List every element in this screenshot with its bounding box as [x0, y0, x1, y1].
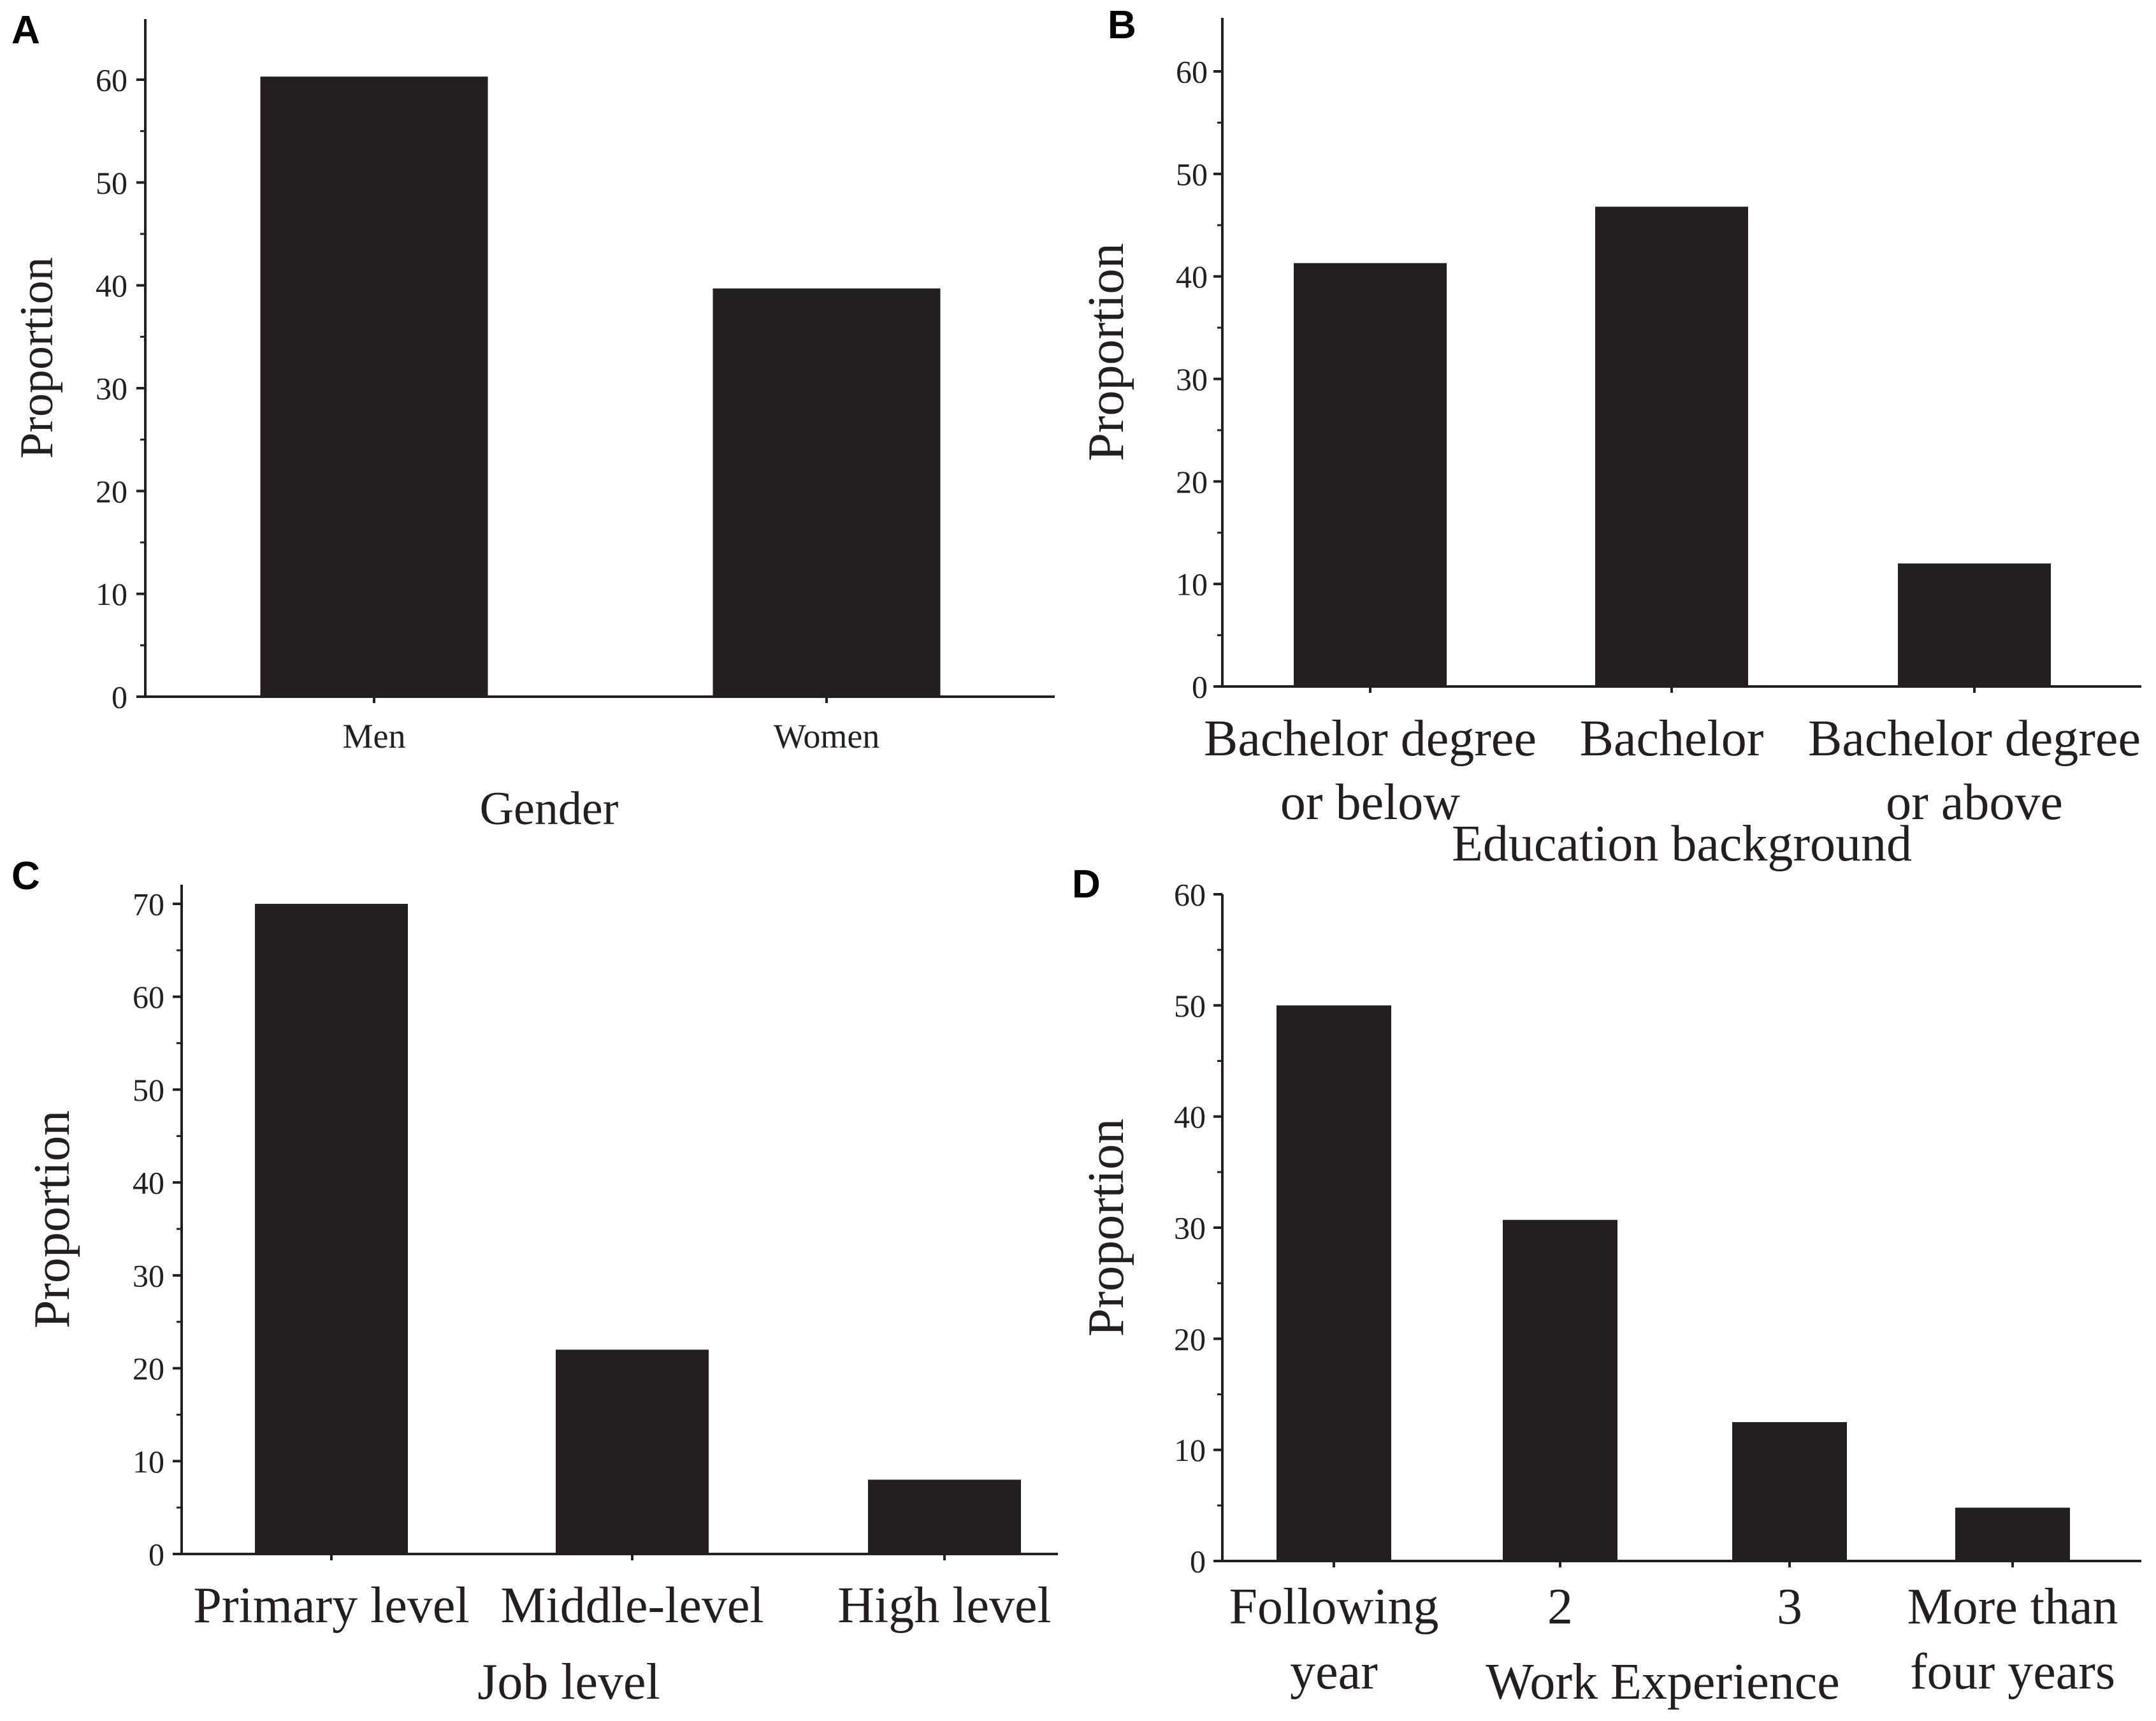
y-tick-label: 30 — [1176, 361, 1208, 397]
x-tick-label-line: More than — [1907, 1579, 2118, 1635]
x-tick-label: More than four years — [1907, 1579, 2118, 1700]
y-tick-label: 10 — [1176, 567, 1208, 602]
y-axis-title: Proportion — [24, 1110, 80, 1328]
x-axis-title: Job level — [477, 1654, 660, 1710]
bar-a-1 — [260, 76, 488, 697]
x-tick-label: Following year — [1229, 1579, 1439, 1700]
y-axis-title: Proportion — [1078, 1119, 1134, 1337]
x-tick-label-line: or below — [1280, 774, 1460, 831]
y-tick-label: 50 — [96, 165, 127, 201]
y-tick-label: 30 — [1174, 1210, 1206, 1246]
panel-label: B — [1108, 3, 1136, 47]
y-tick-label: 50 — [1176, 156, 1208, 192]
y-tick-label: 30 — [133, 1258, 164, 1293]
x-tick-label-line: 2 — [1547, 1579, 1573, 1635]
y-tick-label: 50 — [1174, 988, 1206, 1024]
bar-a-2 — [713, 288, 941, 697]
y-tick-label: 50 — [133, 1072, 164, 1108]
bar-b-2 — [1595, 207, 1748, 686]
panel-label: D — [1072, 862, 1101, 906]
chart-panel-a: A 0 10 20 30 40 50 60 Men Women Gender Proportion — [11, 8, 1055, 835]
bar-c-1 — [255, 904, 408, 1554]
x-tick-label: Bachelor — [1580, 711, 1764, 767]
bar-d-1 — [1277, 1005, 1391, 1561]
y-tick-label: 10 — [96, 576, 127, 612]
panel-label: C — [11, 854, 40, 898]
x-tick-label-line: four years — [1910, 1644, 2115, 1700]
x-tick-label-line: High level — [837, 1578, 1051, 1634]
bar-b-1 — [1294, 263, 1447, 687]
x-tick-label-line: Bachelor degree — [1808, 711, 2141, 767]
y-tick-label: 0 — [1190, 1544, 1206, 1579]
y-tick-label: 40 — [1174, 1099, 1206, 1135]
y-tick-label: 40 — [96, 268, 127, 303]
y-tick-label: 20 — [1176, 464, 1208, 500]
bar-c-2 — [556, 1349, 709, 1554]
y-tick-label: 60 — [1174, 877, 1206, 913]
x-tick-label: Primary level — [193, 1578, 469, 1634]
x-tick-label: Middle-level — [500, 1578, 763, 1634]
x-tick-label-line: Bachelor — [1580, 711, 1764, 767]
x-axis-title: Gender — [480, 783, 619, 835]
x-tick-label-line: 3 — [1777, 1579, 1802, 1635]
y-tick-label: 40 — [1176, 259, 1208, 294]
y-tick-label: 0 — [148, 1537, 164, 1572]
x-tick-label: Women — [774, 717, 880, 755]
x-tick-label: Bachelor degree or below — [1204, 711, 1537, 831]
chart-panel-c: C 0 10 20 30 40 50 60 70 Primary level Middle-leve… — [11, 854, 1058, 1710]
x-tick-label: Men — [343, 717, 406, 755]
y-tick-label: 60 — [96, 62, 127, 98]
bar-b-3 — [1898, 563, 2051, 686]
x-tick-label-line: Women — [774, 717, 880, 755]
x-tick-label: Bachelor degree or above — [1808, 711, 2141, 831]
x-tick-label-line: Primary level — [193, 1578, 469, 1634]
y-tick-label: 60 — [133, 979, 164, 1015]
x-axis-title: Work Experience — [1486, 1654, 1840, 1710]
x-axis-title: Education background — [1452, 816, 1912, 872]
bar-d-4 — [1955, 1507, 2070, 1561]
y-tick-label: 40 — [133, 1165, 164, 1201]
x-tick-label: High level — [837, 1578, 1051, 1634]
y-axis-title: Proportion — [11, 257, 63, 459]
y-tick-label: 20 — [133, 1351, 164, 1386]
y-tick-label: 70 — [133, 887, 164, 922]
chart-panel-d: D 0 10 20 30 40 50 60 Following year 2 3 More than fo… — [1072, 862, 2141, 1710]
y-axis-title: Proportion — [1078, 243, 1134, 461]
y-tick-label: 10 — [133, 1444, 164, 1479]
bar-d-2 — [1503, 1219, 1617, 1561]
x-tick-label: 2 — [1547, 1579, 1573, 1635]
y-tick-label: 10 — [1174, 1432, 1206, 1468]
x-tick-label-line: or above — [1886, 774, 2063, 831]
bar-d-3 — [1732, 1422, 1847, 1561]
y-tick-label: 20 — [96, 474, 127, 509]
x-tick-label-line: Men — [343, 717, 406, 755]
y-tick-label: 20 — [1174, 1321, 1206, 1357]
x-tick-label-line: Middle-level — [500, 1578, 763, 1634]
x-tick-label-line: Following — [1229, 1579, 1439, 1635]
y-tick-label: 60 — [1176, 54, 1208, 90]
x-tick-label-line: year — [1290, 1644, 1378, 1700]
y-tick-label: 30 — [96, 371, 127, 407]
bar-c-3 — [868, 1479, 1021, 1554]
panel-label: A — [11, 8, 40, 52]
y-tick-label: 0 — [1192, 669, 1208, 705]
x-tick-label: 3 — [1777, 1579, 1802, 1635]
x-tick-label-line: Bachelor degree — [1204, 711, 1537, 767]
y-tick-label: 0 — [112, 679, 127, 715]
